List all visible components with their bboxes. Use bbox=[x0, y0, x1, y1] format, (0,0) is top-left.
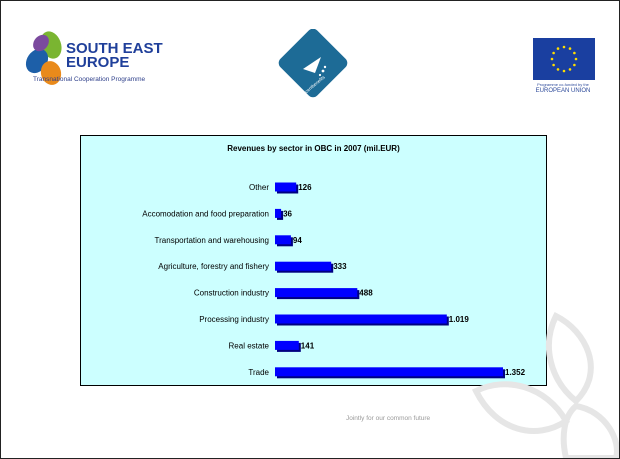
footer-tagline: Jointly for our common future bbox=[346, 415, 431, 422]
eu-flag-icon bbox=[533, 38, 595, 80]
decor-petal bbox=[471, 381, 570, 434]
eu-star-icon bbox=[568, 47, 572, 50]
eu-star-icon bbox=[556, 68, 560, 71]
see-logo-subtitle: Transnational Cooperation Programme bbox=[33, 76, 146, 83]
bar-chart: Other 126 Accomodation and food preparatio… bbox=[142, 182, 526, 379]
see-logo-line2: EUROPE bbox=[66, 54, 130, 71]
decor-petal bbox=[560, 402, 619, 458]
chart-panel: Other 126 Accomodation and food preparatio… bbox=[80, 135, 547, 386]
value-label: 36 bbox=[283, 209, 292, 218]
bar bbox=[275, 340, 299, 350]
decor-petal bbox=[546, 311, 594, 406]
petal-purple bbox=[33, 34, 49, 52]
eu-star-icon bbox=[573, 51, 576, 55]
eu-star-icon bbox=[573, 63, 576, 67]
eu-star-icon bbox=[562, 69, 566, 73]
decorative-flower-outline bbox=[471, 311, 619, 458]
bar bbox=[275, 235, 291, 245]
category-label: Transportation and warehousing bbox=[155, 236, 269, 245]
dot-icon bbox=[321, 69, 325, 73]
value-label: 333 bbox=[333, 262, 347, 271]
eu-flag-field bbox=[533, 38, 595, 80]
arrow-icon bbox=[303, 57, 321, 73]
category-label: Trade bbox=[248, 368, 269, 377]
dot-icon bbox=[323, 65, 327, 69]
eu-cofunded-text: Programme co-funded by the bbox=[537, 82, 589, 87]
value-label: 1.352 bbox=[505, 368, 526, 377]
center-logo: decentbenefits bbox=[278, 29, 348, 98]
bar bbox=[275, 314, 447, 324]
eu-stars bbox=[550, 45, 578, 73]
dot-icon bbox=[318, 73, 322, 77]
value-label: 94 bbox=[293, 236, 302, 245]
value-label: 126 bbox=[298, 183, 312, 192]
category-label: Real estate bbox=[229, 341, 270, 350]
eu-label: EUROPEAN UNION bbox=[535, 88, 591, 94]
eu-star-icon bbox=[562, 45, 566, 49]
category-label: Construction industry bbox=[194, 289, 269, 298]
bar bbox=[275, 182, 297, 192]
category-label: Other bbox=[249, 183, 269, 192]
petal-orange bbox=[40, 61, 62, 85]
category-label: Processing industry bbox=[199, 315, 269, 324]
eu-star-icon bbox=[556, 47, 560, 50]
see-logo-line1: SOUTH EAST bbox=[66, 40, 163, 57]
eu-star-icon bbox=[552, 51, 555, 55]
eu-star-icon bbox=[550, 57, 554, 61]
south-east-europe-logo: SOUTH EAST EUROPE Transnational Cooperat… bbox=[21, 25, 191, 95]
value-label: 141 bbox=[301, 341, 315, 350]
category-label: Agriculture, forestry and fishery bbox=[158, 262, 269, 271]
eu-star-icon bbox=[574, 57, 578, 61]
bar bbox=[275, 367, 503, 377]
bar bbox=[275, 208, 282, 218]
chart-title: Revenues by sector in OBC in 2007 (mil.E… bbox=[227, 144, 400, 153]
bar bbox=[275, 261, 332, 271]
value-label: 1.019 bbox=[449, 315, 470, 324]
eu-logo: Programme co-funded by the EUROPEAN UNIO… bbox=[528, 38, 598, 98]
eu-star-icon bbox=[552, 63, 555, 67]
value-label: 488 bbox=[359, 289, 373, 298]
eu-star-icon bbox=[568, 68, 572, 71]
category-label: Accomodation and food preparation bbox=[142, 209, 269, 218]
header: SOUTH EAST EUROPE Transnational Cooperat… bbox=[1, 1, 619, 113]
bar bbox=[275, 288, 358, 298]
see-flower-icon bbox=[25, 31, 62, 85]
